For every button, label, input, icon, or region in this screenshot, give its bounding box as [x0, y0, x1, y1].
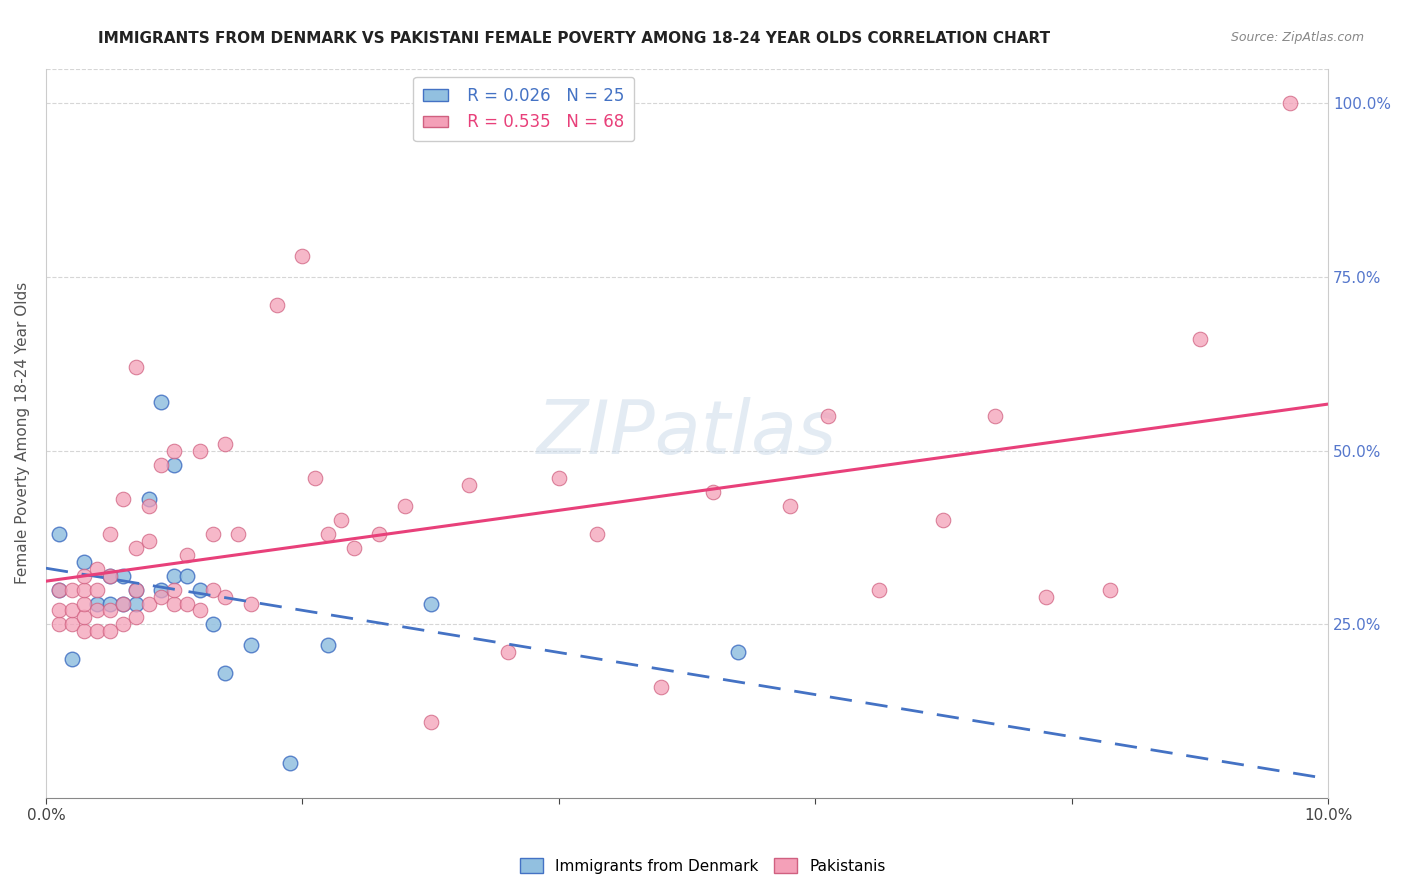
Point	[304, 471, 326, 485]
Point	[163, 568, 186, 582]
Point	[73, 624, 96, 639]
Point	[1188, 333, 1211, 347]
Point	[984, 409, 1007, 423]
Point	[111, 597, 134, 611]
Point	[86, 603, 108, 617]
Point	[868, 582, 890, 597]
Point	[343, 541, 366, 555]
Point	[163, 597, 186, 611]
Point	[98, 603, 121, 617]
Point	[48, 603, 70, 617]
Point	[188, 603, 211, 617]
Point	[138, 533, 160, 548]
Point	[73, 582, 96, 597]
Text: Source: ZipAtlas.com: Source: ZipAtlas.com	[1230, 31, 1364, 45]
Point	[73, 610, 96, 624]
Point	[176, 568, 198, 582]
Point	[73, 597, 96, 611]
Point	[125, 597, 148, 611]
Point	[150, 590, 173, 604]
Point	[201, 617, 224, 632]
Point	[150, 395, 173, 409]
Point	[60, 617, 83, 632]
Point	[48, 617, 70, 632]
Point	[188, 443, 211, 458]
Point	[650, 680, 672, 694]
Point	[111, 568, 134, 582]
Point	[60, 582, 83, 597]
Point	[547, 471, 569, 485]
Y-axis label: Female Poverty Among 18-24 Year Olds: Female Poverty Among 18-24 Year Olds	[15, 282, 30, 584]
Legend: Immigrants from Denmark, Pakistanis: Immigrants from Denmark, Pakistanis	[515, 852, 891, 880]
Point	[586, 527, 609, 541]
Point	[98, 568, 121, 582]
Point	[1035, 590, 1057, 604]
Point	[73, 568, 96, 582]
Point	[226, 527, 249, 541]
Point	[1278, 96, 1301, 111]
Legend:  R = 0.026   N = 25,  R = 0.535   N = 68: R = 0.026 N = 25, R = 0.535 N = 68	[413, 77, 634, 141]
Point	[419, 714, 441, 729]
Point	[316, 638, 339, 652]
Point	[125, 541, 148, 555]
Point	[125, 582, 148, 597]
Point	[163, 458, 186, 472]
Point	[98, 624, 121, 639]
Point	[176, 597, 198, 611]
Point	[214, 436, 236, 450]
Point	[138, 500, 160, 514]
Point	[48, 582, 70, 597]
Point	[73, 555, 96, 569]
Point	[150, 458, 173, 472]
Text: IMMIGRANTS FROM DENMARK VS PAKISTANI FEMALE POVERTY AMONG 18-24 YEAR OLDS CORREL: IMMIGRANTS FROM DENMARK VS PAKISTANI FEM…	[98, 31, 1050, 46]
Point	[240, 638, 263, 652]
Point	[111, 597, 134, 611]
Point	[214, 665, 236, 680]
Point	[163, 582, 186, 597]
Point	[496, 645, 519, 659]
Point	[48, 527, 70, 541]
Point	[86, 562, 108, 576]
Point	[316, 527, 339, 541]
Point	[702, 485, 724, 500]
Point	[727, 645, 749, 659]
Point	[125, 610, 148, 624]
Point	[111, 617, 134, 632]
Point	[150, 582, 173, 597]
Point	[60, 603, 83, 617]
Point	[138, 597, 160, 611]
Point	[125, 582, 148, 597]
Point	[98, 527, 121, 541]
Text: ZIPatlas: ZIPatlas	[537, 397, 837, 469]
Point	[86, 597, 108, 611]
Point	[201, 582, 224, 597]
Point	[214, 590, 236, 604]
Point	[48, 582, 70, 597]
Point	[201, 527, 224, 541]
Point	[932, 513, 955, 527]
Point	[1099, 582, 1122, 597]
Point	[188, 582, 211, 597]
Point	[419, 597, 441, 611]
Point	[266, 298, 288, 312]
Point	[60, 652, 83, 666]
Point	[458, 478, 481, 492]
Point	[111, 492, 134, 507]
Point	[86, 624, 108, 639]
Point	[176, 548, 198, 562]
Point	[240, 597, 263, 611]
Point	[394, 500, 416, 514]
Point	[98, 597, 121, 611]
Point	[817, 409, 839, 423]
Point	[278, 756, 301, 771]
Point	[86, 582, 108, 597]
Point	[98, 568, 121, 582]
Point	[291, 249, 314, 263]
Point	[138, 492, 160, 507]
Point	[368, 527, 391, 541]
Point	[163, 443, 186, 458]
Point	[125, 360, 148, 375]
Point	[329, 513, 352, 527]
Point	[779, 500, 801, 514]
